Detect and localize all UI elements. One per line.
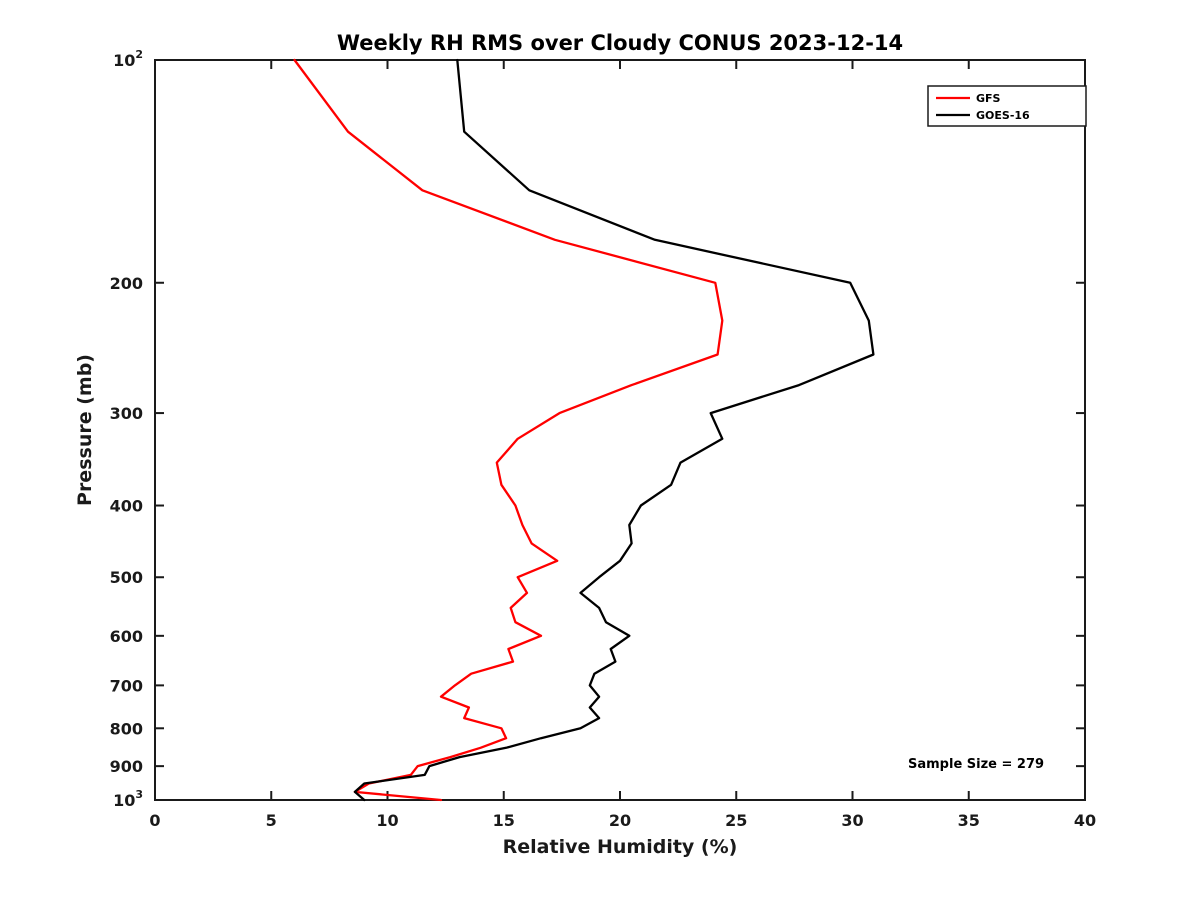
y-tick-label: 300 bbox=[110, 404, 143, 423]
y-tick-label: 400 bbox=[110, 497, 143, 516]
y-tick-label: 800 bbox=[110, 719, 143, 738]
chart-title: Weekly RH RMS over Cloudy CONUS 2023-12-… bbox=[336, 31, 904, 55]
series-gfs bbox=[293, 58, 724, 802]
x-tick-label: 0 bbox=[149, 811, 160, 830]
legend-box bbox=[927, 85, 1087, 127]
x-tick-label: 35 bbox=[958, 811, 980, 830]
x-tick-label: 25 bbox=[725, 811, 747, 830]
x-tick-label: 10 bbox=[376, 811, 398, 830]
series-goes-16 bbox=[353, 58, 875, 802]
y-tick-label: 103 bbox=[113, 788, 143, 810]
y-tick-label: 200 bbox=[110, 274, 143, 293]
y-axis-label: Pressure (mb) bbox=[74, 354, 96, 506]
x-tick-label: 20 bbox=[609, 811, 631, 830]
y-tick-label: 700 bbox=[110, 676, 143, 695]
x-tick-label: 5 bbox=[266, 811, 277, 830]
plot-frame bbox=[154, 59, 1086, 801]
sample-size-annotation: Sample Size = 279 bbox=[908, 757, 1045, 772]
legend-label: GFS bbox=[976, 92, 1001, 105]
x-tick-label: 15 bbox=[493, 811, 515, 830]
y-tick-label: 102 bbox=[113, 48, 143, 70]
x-axis-label: Relative Humidity (%) bbox=[502, 836, 738, 858]
y-tick-label: 900 bbox=[110, 757, 143, 776]
legend-label: GOES-16 bbox=[976, 109, 1030, 122]
y-tick-label: 600 bbox=[110, 627, 143, 646]
y-tick-label: 500 bbox=[110, 568, 143, 587]
x-tick-label: 30 bbox=[841, 811, 863, 830]
x-tick-label: 40 bbox=[1074, 811, 1096, 830]
